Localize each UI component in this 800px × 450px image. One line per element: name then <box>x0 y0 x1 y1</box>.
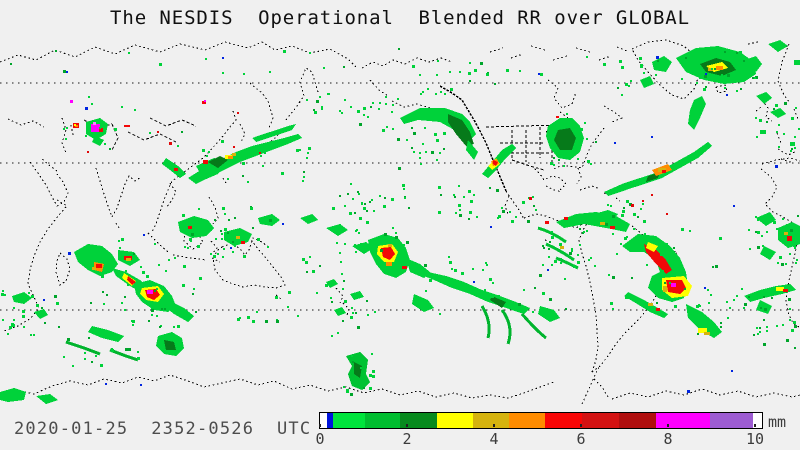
precipitation-overlay <box>0 40 800 404</box>
colorbar <box>319 412 763 429</box>
colorbar-segment <box>332 413 366 428</box>
storm-north-atlantic <box>640 40 788 88</box>
image-title: The NESDIS Operational Blended RR over G… <box>110 7 690 29</box>
latitude-gridlines <box>0 82 800 311</box>
coastlines <box>0 39 800 405</box>
storm-us-east <box>546 116 584 160</box>
colorbar-tick-mark <box>319 424 321 427</box>
storm-indian-ocean <box>65 244 194 362</box>
colorbar-tick-label: 0 <box>315 430 325 448</box>
colorbar-segment <box>753 413 762 428</box>
colorbar-tick-label: 2 <box>402 430 412 448</box>
colorbar-tick-mark <box>493 424 495 427</box>
colorbar-segment <box>326 413 333 428</box>
colorbar-segment <box>436 413 473 428</box>
colorbar-segment <box>582 413 619 428</box>
storm-japan-band <box>188 124 302 184</box>
colorbar-segment <box>545 413 583 428</box>
colorbar-unit-label: mm <box>768 413 787 431</box>
storm-central-america <box>537 210 618 270</box>
colorbar-segment <box>618 413 656 428</box>
storm-madagascar-east <box>12 292 48 319</box>
colorbar-segment <box>365 413 401 428</box>
colorbar-tick-mark <box>580 424 582 427</box>
colorbar-segment <box>472 413 510 428</box>
colorbar-segment <box>320 413 327 428</box>
storm-atlantic-itcz <box>604 96 712 196</box>
colorbar-segment <box>709 413 754 428</box>
colorbar-segment <box>400 413 437 428</box>
storm-north-pacific <box>400 108 478 160</box>
colorbar-tick-label: 10 <box>745 430 765 448</box>
colorbar-segment <box>509 413 546 428</box>
colorbar-tick-mark <box>406 424 408 427</box>
storm-brazil-south-atlantic <box>556 212 722 338</box>
precipitation-speckles <box>1 48 800 396</box>
colorbar-segment <box>655 413 710 428</box>
storm-europe <box>756 60 800 146</box>
colorbar-tick-label: 6 <box>576 430 586 448</box>
coastline-northamerica-west <box>439 85 507 192</box>
storm-africa <box>744 212 800 314</box>
storm-southwest-corner <box>0 388 58 404</box>
storm-indonesia <box>162 158 374 254</box>
timestamp: 2020-01-25 2352-0526 UTC <box>14 419 312 439</box>
political-borders <box>83 117 561 171</box>
storm-south-pacific <box>326 234 560 390</box>
colorbar-tick-label: 4 <box>489 430 499 448</box>
colorbar-tick-mark <box>667 424 669 427</box>
anomaly-central-asia <box>70 100 206 146</box>
colorbar-ticks: 0 2 4 6 8 10 <box>0 430 800 448</box>
colorbar-tick-label: 8 <box>663 430 673 448</box>
storm-california <box>482 144 516 178</box>
colorbar-tick-mark <box>754 424 756 427</box>
